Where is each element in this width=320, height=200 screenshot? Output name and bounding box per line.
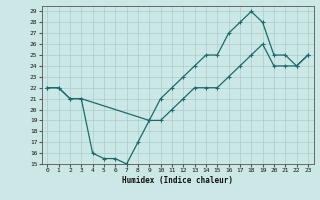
X-axis label: Humidex (Indice chaleur): Humidex (Indice chaleur) <box>122 176 233 185</box>
